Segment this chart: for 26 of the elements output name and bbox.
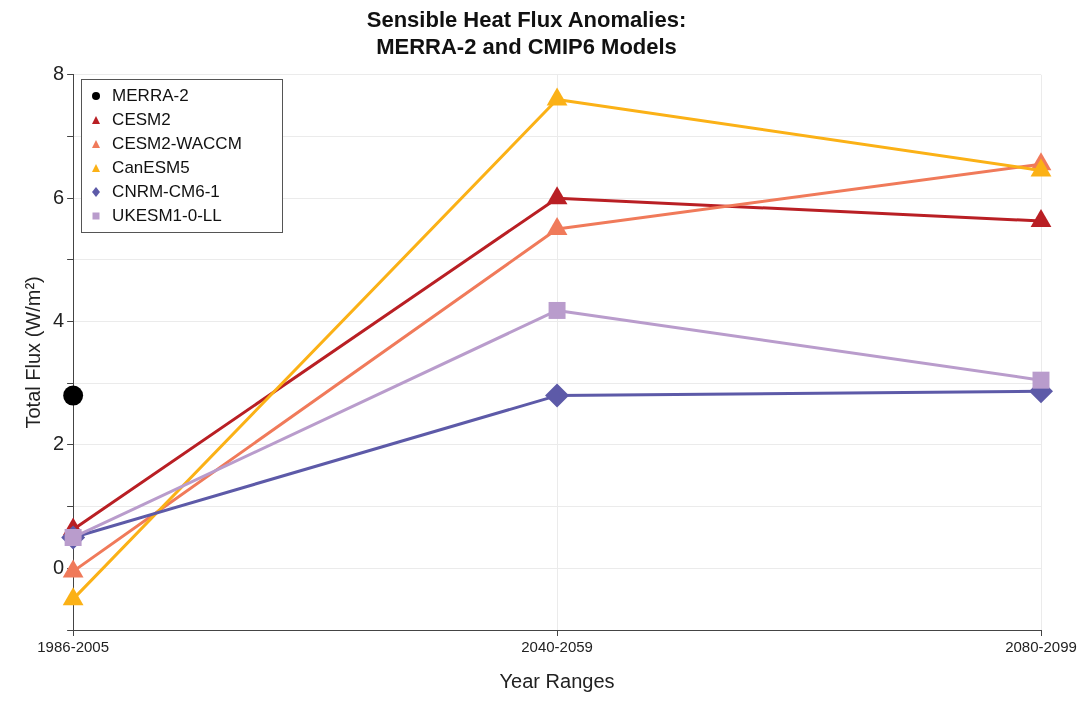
y-tick-label: 4 xyxy=(53,309,65,332)
point xyxy=(63,385,84,406)
legend-label: UKESM1-0-LL xyxy=(112,205,222,226)
point xyxy=(545,383,570,408)
legend-label: CanESM5 xyxy=(112,157,190,178)
point xyxy=(546,217,568,236)
y-tick-label: 8 xyxy=(53,62,65,85)
legend-label: CNRM-CM6-1 xyxy=(112,181,220,202)
legend-label: CESM2 xyxy=(112,109,171,130)
point xyxy=(1030,158,1052,177)
x-tick-label: 2040-2059 xyxy=(521,638,593,656)
y-tick-label: 0 xyxy=(53,555,65,578)
point xyxy=(1032,371,1050,389)
point xyxy=(546,87,568,106)
x-axis-title: Year Ranges xyxy=(499,669,615,692)
point xyxy=(548,301,566,319)
chart-title: Sensible Heat Flux Anomalies: MERRA-2 and CMIP6 Models xyxy=(366,7,687,59)
x-tick-label: 1986-2005 xyxy=(37,638,109,656)
point xyxy=(546,186,568,205)
y-tick-label: 6 xyxy=(53,185,65,208)
legend-label: MERRA-2 xyxy=(112,85,189,106)
point xyxy=(1030,209,1052,227)
y-tick-label: 2 xyxy=(53,432,65,455)
x-tick-label: 2080-2099 xyxy=(1005,638,1077,656)
legend-label: CESM2-WACCM xyxy=(112,133,242,154)
y-axis-title: Total Flux (W/m²) xyxy=(21,276,44,429)
